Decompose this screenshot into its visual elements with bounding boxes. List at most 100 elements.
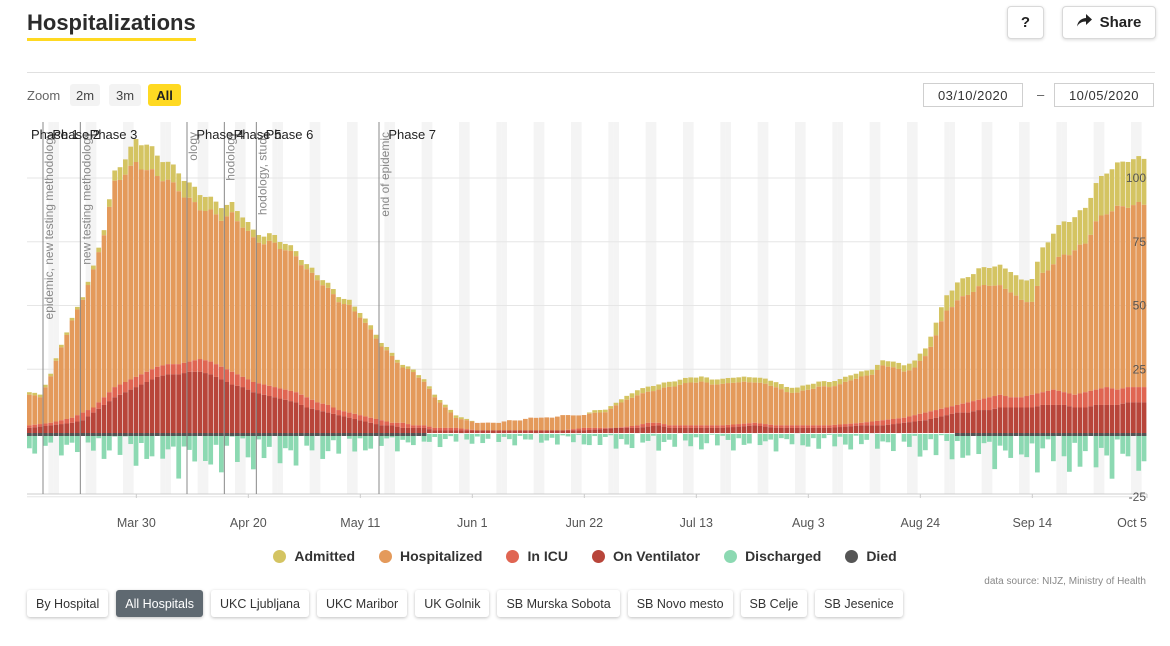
icu-bar <box>1019 397 1024 408</box>
died-bar <box>1115 433 1120 436</box>
weekend-band <box>496 122 502 494</box>
ventilator-bar <box>619 427 624 433</box>
tab-ukc-maribor[interactable]: UKC Maribor <box>316 590 408 617</box>
zoom-2m-button[interactable]: 2m <box>70 84 100 106</box>
ventilator-bar <box>699 427 704 433</box>
discharged-bar <box>827 434 832 435</box>
help-button[interactable]: ? <box>1007 6 1044 39</box>
icu-bar <box>219 366 224 380</box>
icu-bar <box>155 366 160 377</box>
hospitalized-bar <box>528 417 534 431</box>
legend-hospitalized[interactable]: Hospitalized <box>379 548 482 564</box>
tab-ukc-ljubljana[interactable]: UKC Ljubljana <box>211 590 309 617</box>
ventilator-bar <box>1131 402 1136 433</box>
died-bar <box>987 433 992 436</box>
hospitalized-bar <box>1131 205 1136 388</box>
hospitalized-bar <box>549 417 555 431</box>
discharged-bar <box>773 434 779 452</box>
admitted-bar <box>389 352 395 356</box>
tab-uk-golnik[interactable]: UK Golnik <box>415 590 490 617</box>
tab-sb-murska-sobota[interactable]: SB Murska Sobota <box>497 590 620 617</box>
tab-sb-novo-mesto[interactable]: SB Novo mesto <box>627 590 733 617</box>
legend-ventilator[interactable]: On Ventilator <box>591 548 700 564</box>
admitted-bar <box>763 378 768 384</box>
hospitalized-bar <box>544 417 550 431</box>
ventilator-bar <box>155 376 160 433</box>
zoom-3m-button[interactable]: 3m <box>109 84 141 106</box>
ventilator-bar <box>683 427 688 433</box>
icu-bar <box>912 415 918 422</box>
admitted-bar <box>933 322 939 336</box>
discharged-bar <box>288 434 294 451</box>
zoom-all-button[interactable]: All <box>148 84 181 106</box>
hospitalized-bar <box>608 408 614 428</box>
admitted-bar <box>224 204 230 217</box>
icu-bar <box>123 382 128 393</box>
tab-sb-celje[interactable]: SB Celje <box>740 590 808 617</box>
hospitalized-bar <box>1136 201 1142 388</box>
discharged-bar <box>309 434 315 451</box>
hospitalized-bar <box>523 418 528 431</box>
discharged-bar <box>992 434 998 470</box>
died-bar <box>1072 433 1078 436</box>
icu-bar <box>448 427 454 431</box>
discharged-bar <box>912 434 918 436</box>
died-bar <box>48 433 54 436</box>
hospitalized-bar <box>976 286 982 400</box>
hospitalized-bar <box>1019 299 1024 398</box>
died-bar <box>416 433 422 436</box>
icu-bar <box>688 425 694 428</box>
legend-discharged[interactable]: Discharged <box>724 548 821 564</box>
weekend-band <box>571 122 577 494</box>
icu-bar <box>75 415 80 422</box>
date-from-input[interactable]: 03/10/2020 <box>923 83 1023 107</box>
admitted-bar <box>1109 169 1115 212</box>
hospitalized-bar <box>315 280 320 403</box>
ventilator-bar <box>1056 404 1062 433</box>
icu-bar <box>101 397 107 405</box>
discharged-bar <box>501 434 507 437</box>
admitted-bar <box>1115 162 1120 206</box>
icu-bar <box>603 427 608 429</box>
tab-sb-jesenice[interactable]: SB Jesenice <box>815 590 903 617</box>
legend-died[interactable]: Died <box>845 548 897 564</box>
discharged-bar <box>544 434 550 441</box>
discharged-bar <box>320 434 326 459</box>
icu-bar <box>411 425 416 428</box>
died-bar <box>1141 433 1147 436</box>
hospitalized-bar <box>763 383 768 425</box>
ventilator-bar <box>688 427 694 433</box>
hospitalized-bar <box>885 366 891 420</box>
admitted-bar <box>304 264 310 270</box>
admitted-bar <box>416 375 422 378</box>
admitted-bar <box>960 278 966 297</box>
died-bar <box>203 433 208 436</box>
hospitalized-bar <box>149 169 155 370</box>
share-button[interactable]: Share <box>1062 6 1156 39</box>
legend-icu[interactable]: In ICU <box>506 548 568 564</box>
admitted-bar <box>139 145 144 170</box>
admitted-bar <box>704 377 710 383</box>
tab-by-hospital[interactable]: By Hospital <box>27 590 109 617</box>
date-to-input[interactable]: 10/05/2020 <box>1054 83 1154 107</box>
hospitalized-bar <box>448 412 454 428</box>
hospitalized-bar <box>613 405 619 428</box>
hospitalized-bar <box>731 382 736 425</box>
discharged-bar <box>293 434 299 466</box>
ventilator-bar <box>187 371 192 433</box>
ventilator-bar <box>741 426 747 433</box>
ventilator-bar <box>1040 404 1046 433</box>
ventilator-bar <box>261 394 267 433</box>
hospitalized-bar <box>800 390 806 426</box>
died-bar <box>155 433 160 436</box>
admitted-bar <box>309 267 315 273</box>
tab-all-hospitals[interactable]: All Hospitals <box>116 590 204 617</box>
ventilator-bar <box>571 430 576 433</box>
ventilator-bar <box>336 415 342 433</box>
admitted-bar <box>677 379 683 385</box>
legend-admitted[interactable]: Admitted <box>273 548 355 564</box>
admitted-bar <box>251 229 256 238</box>
admitted-bar <box>59 344 64 348</box>
discharged-bar <box>560 434 566 436</box>
admitted-bar <box>240 217 246 228</box>
